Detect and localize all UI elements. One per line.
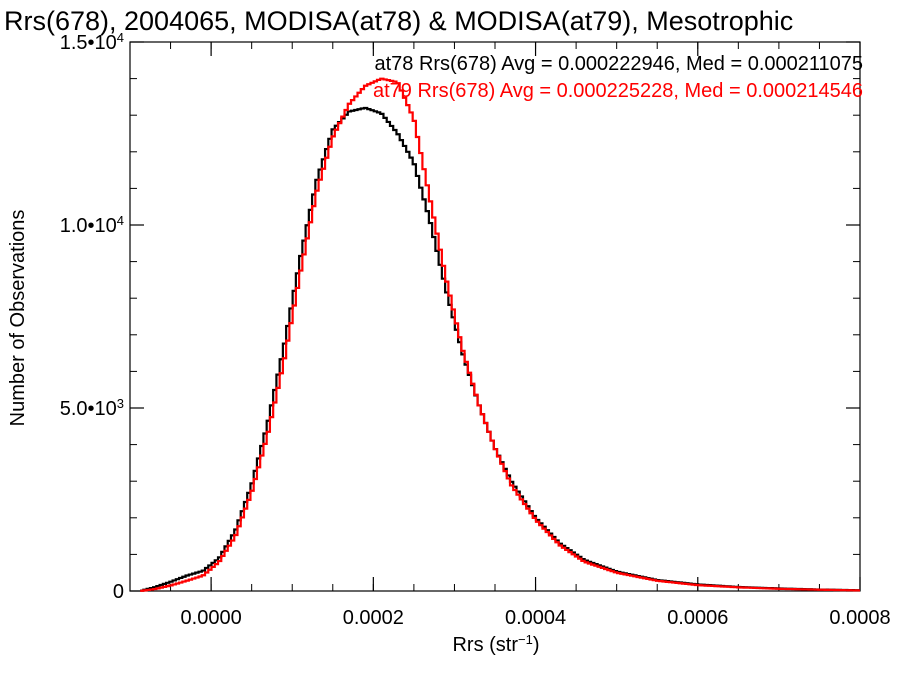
legend-entry-at78: at78 Rrs(678) Avg = 0.000222946, Med = 0… <box>374 53 863 75</box>
y-tick-exponent: 4 <box>117 30 124 45</box>
x-axis-label: Rrs (str−1) <box>452 632 539 657</box>
x-axis-label-text: Rrs (str <box>452 634 518 656</box>
y-tick-label: 1.5•104 <box>60 30 124 55</box>
y-tick-label: 0 <box>113 581 124 603</box>
chart-title: Rrs(678), 2004065, MODISA(at78) & MODISA… <box>4 6 793 36</box>
series-lines <box>140 77 860 592</box>
y-tick-mantissa: 0 <box>113 581 124 603</box>
y-tick-mantissa: 5.0•10 <box>60 398 117 420</box>
x-axis-label-sup: −1 <box>518 632 533 647</box>
x-tick-label: 0.0006 <box>667 607 728 629</box>
y-tick-exponent: 4 <box>117 213 124 228</box>
tick-labels: 0.0000 0.0002 0.0004 0.0006 0.0008 0 5.0•103 1.… <box>60 30 891 630</box>
x-tick-label: 0.0002 <box>343 607 404 629</box>
x-tick-label: 0.0000 <box>181 607 242 629</box>
y-tick-exponent: 3 <box>117 396 124 411</box>
legend-entry-at79: at79 Rrs(678) Avg = 0.000225228, Med = 0… <box>373 80 863 102</box>
x-axis-label-close: ) <box>533 634 540 656</box>
y-axis-label: Number of Observations <box>7 210 29 427</box>
series-line-at79 <box>140 77 860 592</box>
y-tick-label: 5.0•103 <box>60 396 124 421</box>
y-tick-label: 1.0•104 <box>60 213 124 238</box>
y-tick-mantissa: 1.5•10 <box>60 32 117 54</box>
x-tick-label: 0.0004 <box>505 607 566 629</box>
x-tick-label: 0.0008 <box>829 607 890 629</box>
y-tick-mantissa: 1.0•10 <box>60 215 117 237</box>
